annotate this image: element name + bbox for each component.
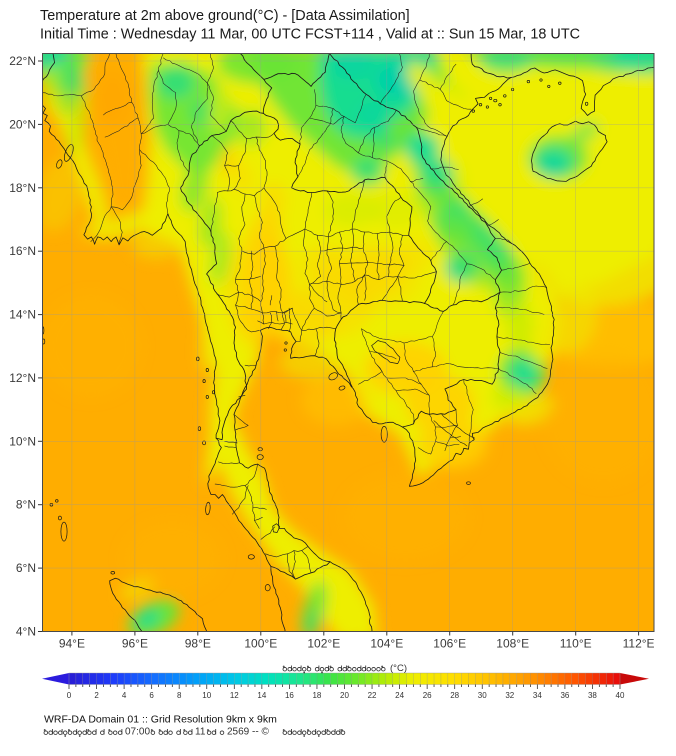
svg-text:Temperature at 2m above ground: Temperature at 2m above ground(°C) - [Da… [40, 8, 410, 24]
svg-text:18: 18 [312, 691, 321, 700]
svg-text:14°N: 14°N [9, 308, 36, 322]
svg-text:10°N: 10°N [9, 434, 36, 448]
svg-text:94°E: 94°E [59, 637, 85, 651]
svg-text:4°N: 4°N [16, 625, 36, 639]
svg-text:112°E: 112°E [623, 637, 655, 651]
svg-text:6°N: 6°N [16, 561, 36, 575]
svg-text:22: 22 [368, 691, 377, 700]
svg-text:98°E: 98°E [185, 637, 211, 651]
svg-text:16°N: 16°N [9, 244, 36, 258]
svg-text:0: 0 [67, 691, 72, 700]
svg-text:18°N: 18°N [9, 181, 36, 195]
svg-text:12°N: 12°N [9, 371, 36, 385]
svg-text:110°E: 110°E [560, 637, 592, 651]
svg-text:34: 34 [533, 691, 542, 700]
svg-text:22°N: 22°N [9, 54, 36, 68]
svg-text:14: 14 [257, 691, 266, 700]
svg-text:8°N: 8°N [16, 498, 36, 512]
svg-text:6: 6 [149, 691, 154, 700]
svg-text:20°N: 20°N [9, 117, 36, 131]
svg-text:108°E: 108°E [496, 637, 529, 651]
svg-text:8: 8 [177, 691, 182, 700]
svg-text:WRF-DA Domain 01 :: Grid Resol: WRF-DA Domain 01 :: Grid Resolution 9km … [44, 714, 277, 726]
svg-text:Initial Time : Wednesday 11 Ma: Initial Time : Wednesday 11 Mar, 00 UTC … [40, 27, 580, 43]
svg-text:40: 40 [616, 691, 625, 700]
svg-text:(°C): (°C) [390, 663, 407, 674]
svg-text:30: 30 [478, 691, 487, 700]
svg-text:26: 26 [423, 691, 432, 700]
svg-text:38: 38 [588, 691, 597, 700]
svg-text:100°E: 100°E [244, 637, 277, 651]
svg-text:106°E: 106°E [433, 637, 466, 651]
svg-text:2: 2 [94, 691, 99, 700]
svg-text:07:00: 07:00 [125, 727, 150, 738]
svg-text:28: 28 [450, 691, 459, 700]
svg-text:10: 10 [202, 691, 211, 700]
svg-text:102°E: 102°E [307, 637, 340, 651]
svg-text:11: 11 [195, 727, 206, 738]
svg-text:12: 12 [230, 691, 239, 700]
svg-text:32: 32 [505, 691, 514, 700]
svg-text:104°E: 104°E [370, 637, 403, 651]
svg-text:24: 24 [395, 691, 404, 700]
svg-text:2569 -- ©: 2569 -- © [227, 727, 269, 738]
svg-text:20: 20 [340, 691, 349, 700]
svg-text:96°E: 96°E [122, 637, 148, 651]
svg-text:36: 36 [560, 691, 569, 700]
svg-text:16: 16 [285, 691, 294, 700]
svg-text:4: 4 [122, 691, 127, 700]
